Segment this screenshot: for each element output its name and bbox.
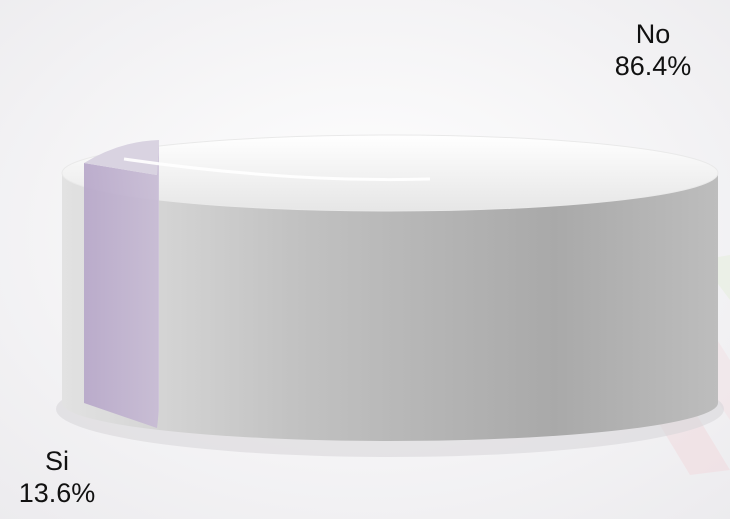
slice-label-si: Si 13.6% — [2, 445, 112, 509]
slice-name-si: Si — [44, 446, 69, 476]
slice-no-top — [61, 134, 719, 212]
slice-no-side — [62, 173, 718, 441]
slice-si-front — [84, 163, 157, 428]
slice-name-no: No — [635, 19, 671, 49]
slice-value-no: 86.4% — [614, 51, 692, 81]
slice-label-no: No 86.4% — [598, 18, 708, 82]
slice-value-si: 13.6% — [18, 478, 96, 508]
pie-rim-highlight — [123, 157, 431, 182]
slice-si-top — [84, 140, 159, 175]
slice-si-face — [157, 140, 159, 428]
